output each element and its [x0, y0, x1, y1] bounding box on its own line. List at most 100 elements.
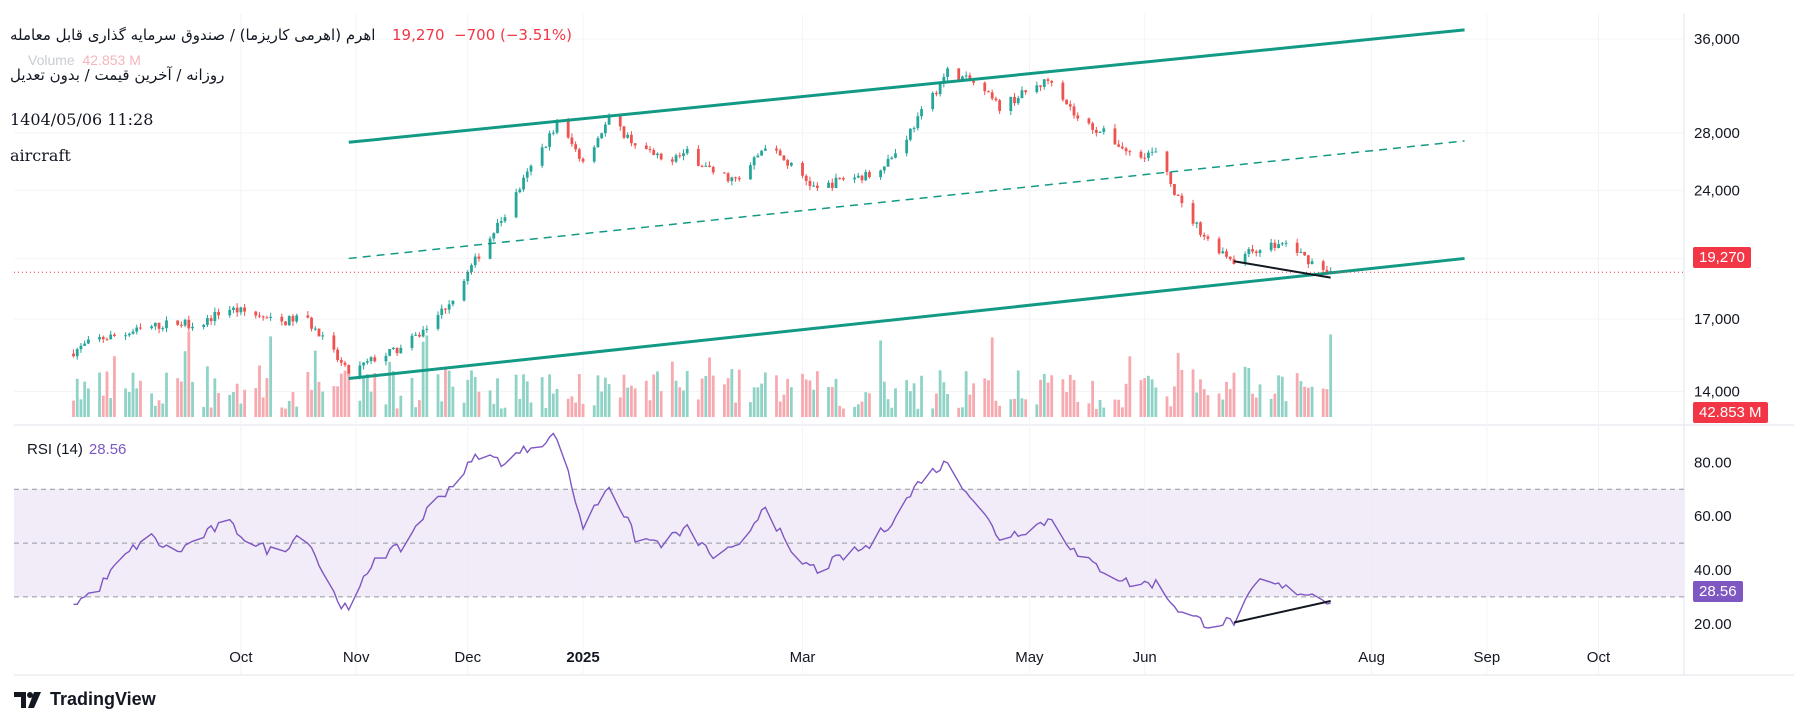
volume-legend: Volume 42.853 M — [28, 52, 141, 68]
candle — [912, 128, 916, 130]
candle — [592, 147, 596, 162]
volume-bar — [1176, 352, 1180, 417]
candle — [86, 339, 90, 344]
rsi-legend[interactable]: RSI (14) 28.56 — [27, 441, 126, 458]
candle — [150, 326, 154, 329]
x-tick-label: May — [1015, 649, 1044, 666]
candle — [1009, 96, 1013, 111]
volume-bar — [79, 399, 83, 417]
volume-bar — [1169, 406, 1173, 417]
volume-bar — [1228, 389, 1232, 417]
volume-bar — [306, 371, 310, 417]
channel-lower-line — [348, 256, 1465, 380]
candle — [961, 76, 964, 81]
rsi-band — [14, 489, 1684, 597]
x-tick-label: Sep — [1474, 649, 1501, 666]
volume-bar — [462, 402, 466, 417]
volume-bar — [868, 393, 871, 417]
volume-bar — [1310, 386, 1314, 417]
volume-bar — [1091, 380, 1095, 417]
volume-bar — [678, 387, 682, 417]
candle — [1050, 80, 1054, 83]
volume-bar — [1039, 379, 1042, 417]
tradingview-logo[interactable]: TradingView — [14, 689, 156, 710]
volume-bar — [1046, 382, 1050, 417]
candle — [570, 137, 574, 145]
candle — [957, 68, 961, 81]
candle — [313, 328, 317, 330]
volume-bar — [473, 376, 477, 417]
volume-bar — [723, 384, 726, 417]
candle — [79, 345, 83, 350]
candle — [737, 177, 741, 180]
candle — [124, 335, 127, 337]
volume-bar — [726, 378, 730, 417]
candle — [1217, 238, 1221, 254]
candle — [295, 315, 299, 322]
volume-bar — [496, 378, 499, 417]
volume-bar — [1098, 399, 1102, 417]
rsi-tag: 28.56 — [1693, 581, 1743, 602]
candle — [756, 155, 760, 158]
channel-upper-line — [348, 28, 1465, 144]
volume-bar — [499, 408, 503, 417]
candle — [239, 307, 243, 313]
candle — [1035, 85, 1039, 93]
volume-bar — [373, 373, 377, 417]
volume-bar — [815, 371, 819, 417]
volume-bar — [518, 398, 522, 417]
candle — [972, 80, 975, 83]
x-tick-label: Dec — [454, 649, 481, 666]
candle — [987, 91, 990, 93]
candle — [265, 317, 269, 319]
candle — [1306, 255, 1310, 265]
candle — [206, 318, 209, 325]
volume-bar — [421, 341, 425, 417]
volume-bar — [347, 373, 351, 417]
candle — [1277, 244, 1280, 249]
candle — [161, 328, 165, 330]
volume-bar — [1143, 378, 1147, 417]
volume-bar — [912, 383, 916, 417]
candle — [1150, 151, 1154, 153]
volume-bar — [239, 403, 243, 417]
candle — [492, 233, 496, 239]
volume-bar — [418, 400, 421, 417]
volume-bar — [284, 408, 287, 417]
candle — [109, 334, 113, 340]
candle — [462, 280, 466, 301]
volume-bar — [1254, 397, 1258, 417]
candle — [1039, 85, 1042, 87]
volume-bar — [734, 402, 737, 417]
price-tick-label: 14,000 — [1694, 384, 1740, 401]
symbol-title[interactable]: اهرم (اهرمی کاریزما) / صندوق سرمایه گذار… — [10, 26, 376, 44]
volume-bar — [105, 371, 109, 417]
candle — [1042, 79, 1046, 87]
candle — [853, 177, 856, 180]
candle — [384, 355, 388, 362]
candle — [1180, 195, 1184, 204]
candle — [551, 132, 555, 134]
candle — [678, 155, 682, 157]
candle — [908, 128, 912, 140]
candle — [574, 144, 578, 150]
volume-bar — [778, 401, 782, 417]
volume-bar — [1232, 372, 1236, 417]
candle — [1169, 171, 1173, 185]
candle — [1113, 128, 1117, 145]
volume-bar — [1050, 375, 1054, 417]
volume-bar — [113, 356, 116, 417]
volume-bar — [287, 400, 291, 417]
candle — [127, 333, 131, 336]
volume-bar — [150, 393, 154, 417]
volume-bar — [801, 373, 804, 417]
volume-bar — [961, 407, 964, 417]
volume-bar — [161, 403, 165, 417]
candle — [499, 221, 503, 223]
volume-bar — [503, 407, 507, 417]
volume-bar — [447, 370, 451, 417]
volume-bar — [1206, 395, 1210, 417]
volume-bar — [488, 390, 492, 417]
volume-bar — [1273, 393, 1277, 417]
